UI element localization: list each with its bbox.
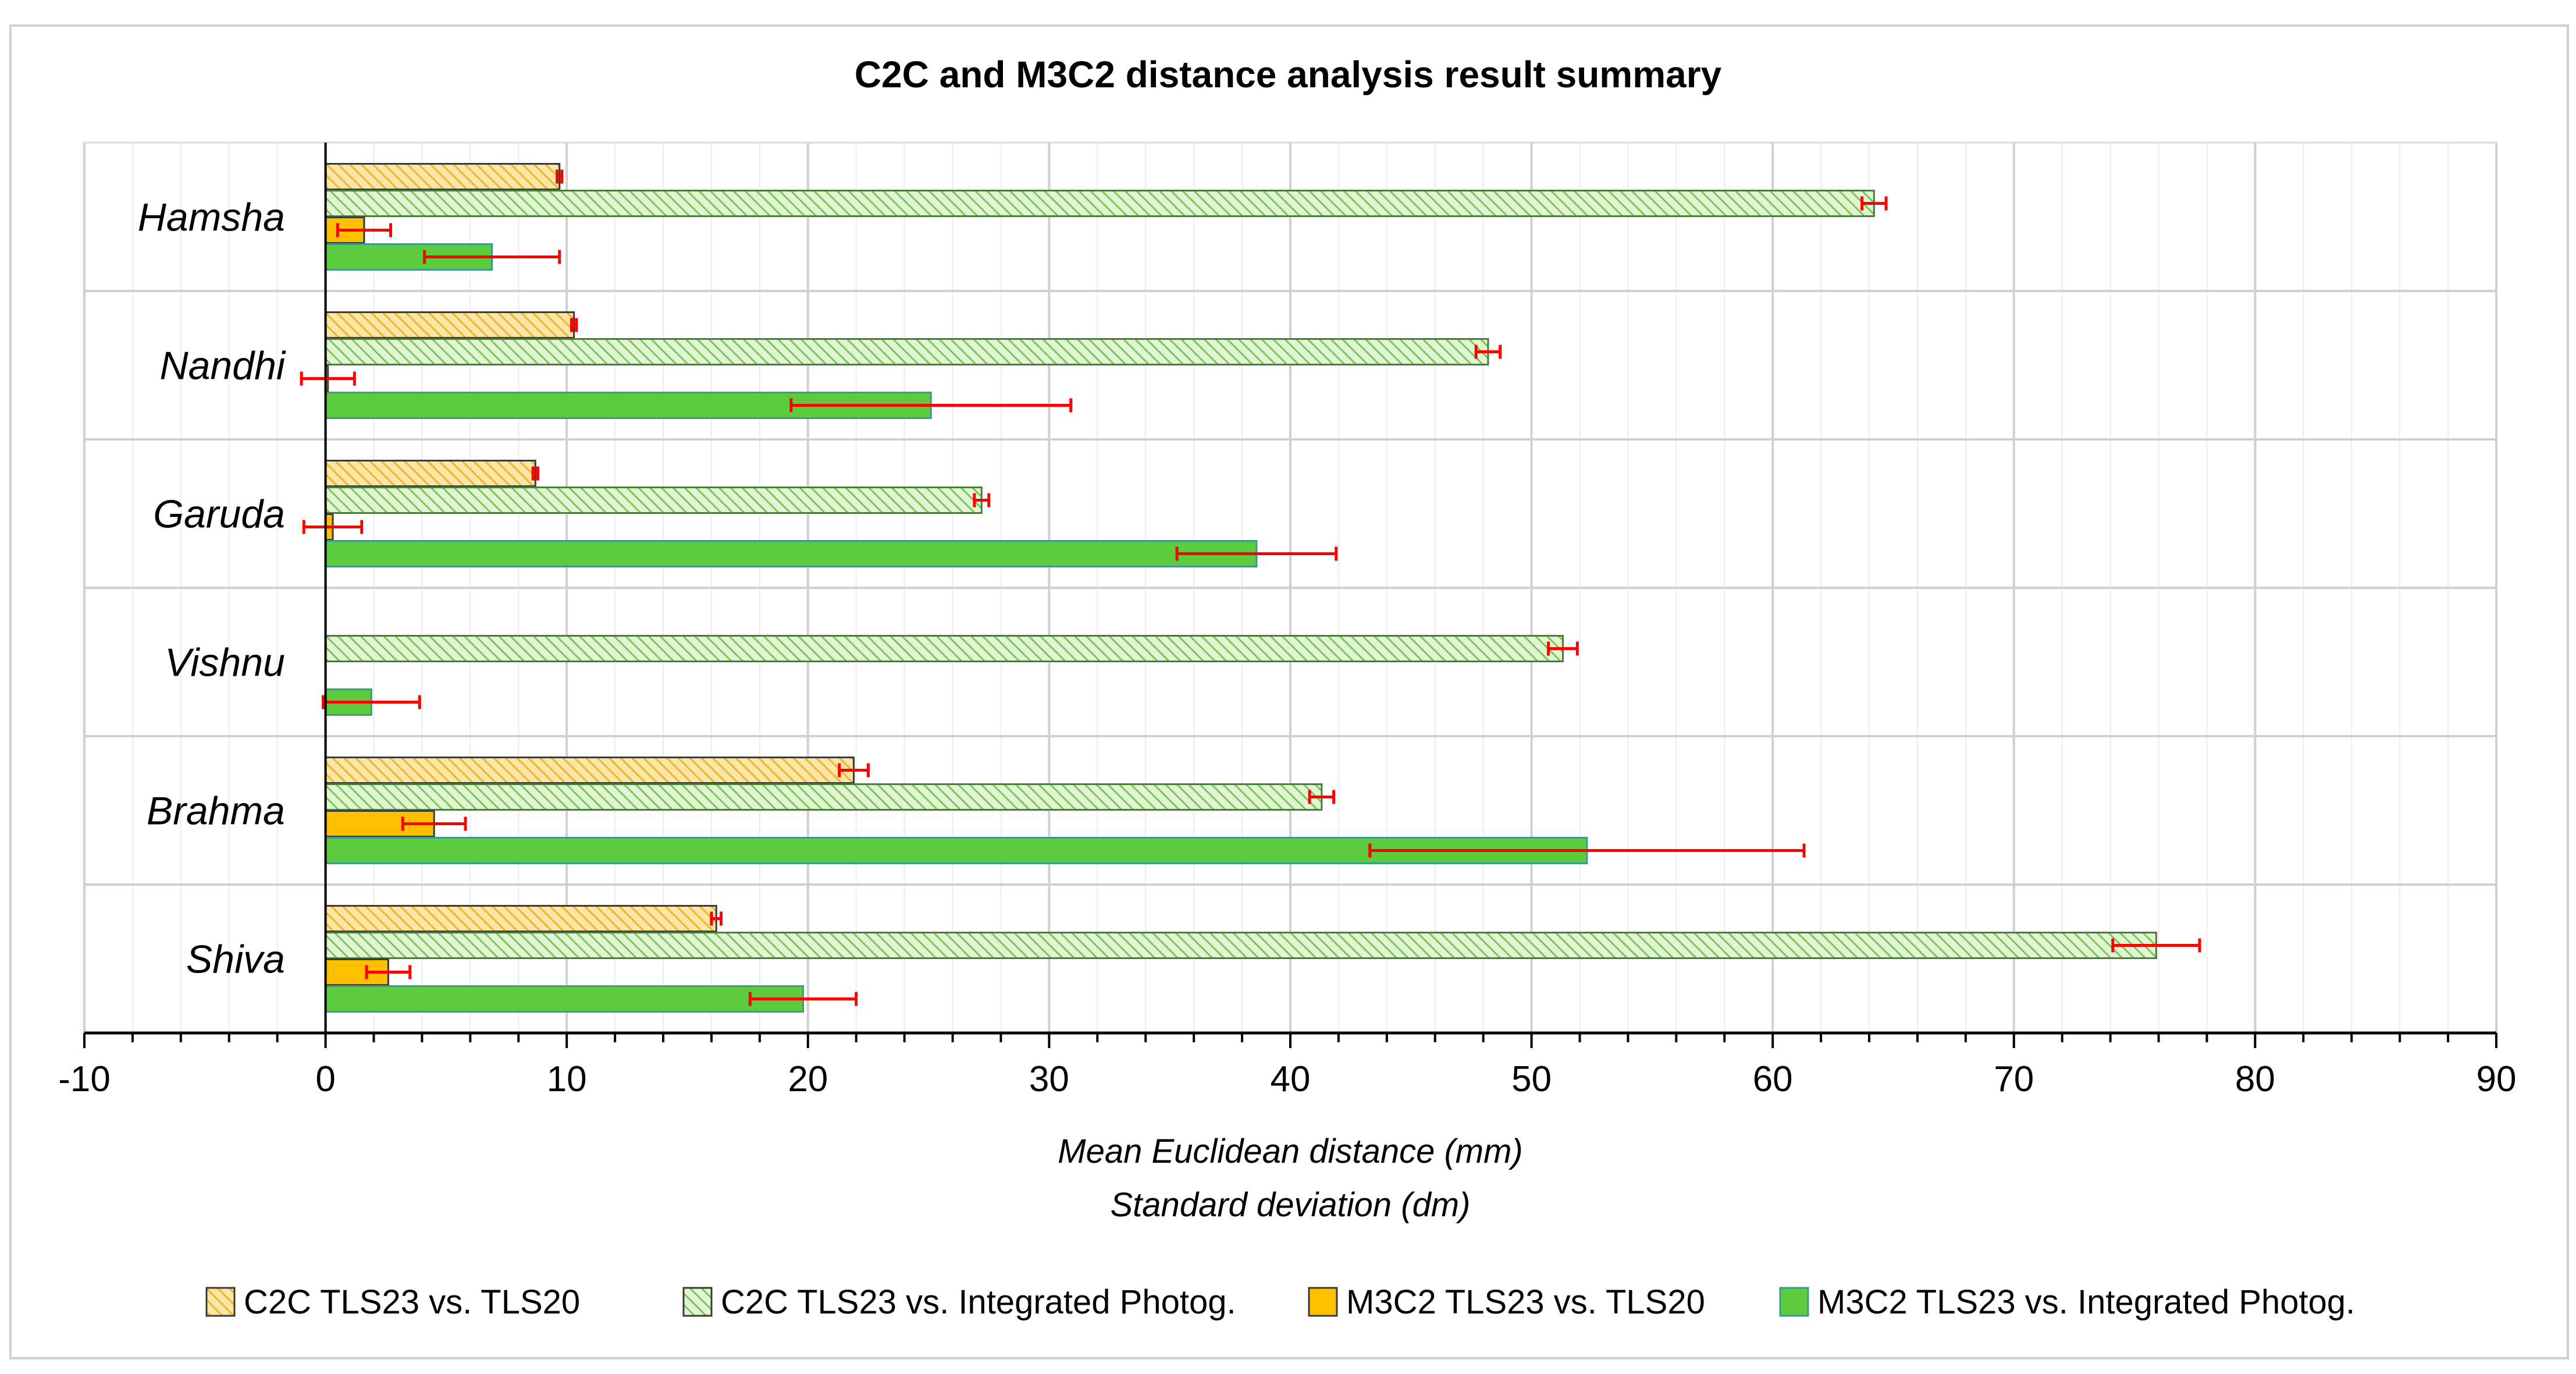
- x-tick-label: 70: [1994, 1059, 2034, 1099]
- x-tick-label: 20: [788, 1059, 828, 1099]
- bar-shiva-series-4: [325, 985, 805, 1013]
- x-tick-label: 80: [2235, 1059, 2275, 1099]
- legend-label-series-1: C2C TLS23 vs. TLS20: [244, 1283, 580, 1321]
- chart-title: C2C and M3C2 distance analysis result su…: [855, 54, 1722, 95]
- legend-label-series-3: M3C2 TLS23 vs. TLS20: [1346, 1283, 1705, 1321]
- legend-swatch-series-1: [205, 1287, 236, 1317]
- bar-brahma-series-2: [325, 783, 1323, 811]
- bar-brahma-series-1: [325, 757, 855, 784]
- category-label-nandhi: Nandhi: [160, 344, 286, 388]
- category-label-brahma: Brahma: [147, 789, 285, 833]
- legend-label-series-4: M3C2 TLS23 vs. Integrated Photog.: [1817, 1283, 2355, 1321]
- x-tick-label: 50: [1511, 1059, 1552, 1099]
- x-tick-label: 90: [2477, 1059, 2517, 1099]
- bar-vishnu-series-2: [325, 635, 1564, 662]
- x-tick-label: -10: [58, 1059, 111, 1099]
- x-tick-label: 30: [1029, 1059, 1069, 1099]
- x-axis-label: Mean Euclidean distance (mm): [1058, 1132, 1522, 1170]
- bar-garuda-series-4: [325, 540, 1258, 567]
- bar-shiva-series-1: [325, 905, 717, 932]
- bar-hamsha-series-2: [325, 190, 1875, 217]
- bar-garuda-series-1: [325, 460, 536, 487]
- x-tick-label: 40: [1271, 1059, 1311, 1099]
- bar-garuda-series-2: [325, 487, 983, 514]
- bar-nandhi-series-2: [325, 338, 1489, 365]
- legend-swatch-series-2: [682, 1287, 713, 1317]
- bar-shiva-series-2: [325, 932, 2157, 959]
- plot-area: Hamsha Nandhi Garuda Vishnu Brahma Shiva -10 0 1…: [58, 141, 2517, 1321]
- legend-swatch-series-4: [1779, 1287, 1809, 1317]
- x-tick-label: 60: [1753, 1059, 1793, 1099]
- category-label-shiva: Shiva: [186, 938, 285, 982]
- category-label-garuda: Garuda: [153, 492, 285, 537]
- legend-label-series-2: C2C TLS23 vs. Integrated Photog.: [721, 1283, 1236, 1321]
- bar-hamsha-series-1: [325, 163, 561, 190]
- category-label-hamsha: Hamsha: [138, 196, 285, 240]
- legend-swatch-series-3: [1308, 1287, 1338, 1317]
- x-tick-label: 10: [547, 1059, 587, 1099]
- category-label-vishnu: Vishnu: [165, 641, 285, 685]
- x-tick-label: 0: [315, 1059, 335, 1099]
- bar-nandhi-series-1: [325, 311, 575, 339]
- x-axis-label-secondary: Standard deviation (dm): [1111, 1186, 1471, 1224]
